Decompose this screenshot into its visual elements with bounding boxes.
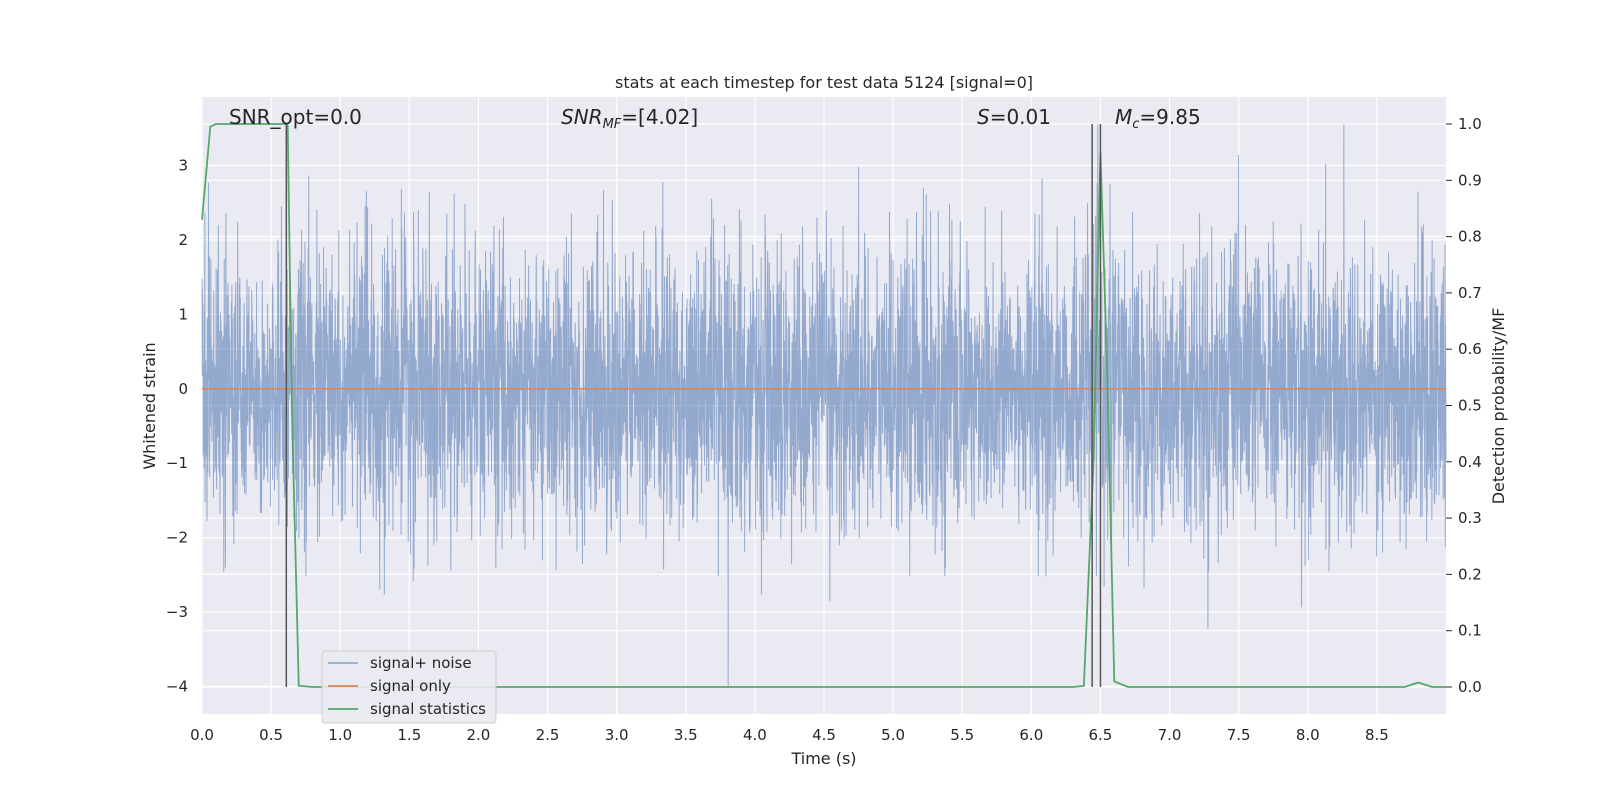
x-tick-label: 4.0 — [743, 726, 767, 744]
x-tick-label: 7.0 — [1158, 726, 1182, 744]
x-tick-label: 7.5 — [1227, 726, 1251, 744]
x-tick-label: 1.5 — [397, 726, 421, 744]
annotation-mc: Mc=9.85 — [1115, 105, 1201, 132]
x-axis-label: Time (s) — [790, 749, 856, 768]
line-series — [201, 123, 1446, 688]
y2-tick-label: 0.9 — [1458, 171, 1482, 189]
y-tick-label: 2 — [178, 231, 188, 249]
annotation-snr-opt: SNR_opt=0.0 — [229, 105, 362, 129]
y-tick-label: 0 — [178, 380, 188, 398]
y-tick-label: −4 — [166, 677, 188, 695]
y-tick-label: 1 — [178, 305, 188, 323]
x-tick-label: 6.0 — [1019, 726, 1043, 744]
y2-tick-label: 0.1 — [1458, 622, 1482, 640]
legend-label-signal-only: signal only — [370, 677, 451, 695]
y-tick-label: −1 — [166, 454, 188, 472]
annotation-snr-mf: SNRMF=[4.02] — [561, 105, 698, 132]
x-tick-label: 8.5 — [1365, 726, 1389, 744]
y-tick-label: 3 — [178, 156, 188, 174]
y-tick-label: −2 — [166, 529, 188, 547]
vertical-markers — [285, 124, 1102, 687]
y2-axis-label: Detection probability/MF — [1489, 308, 1508, 505]
x-tick-label: 5.0 — [881, 726, 905, 744]
legend-label-signal-noise: signal+ noise — [370, 654, 472, 672]
series-signal-noise — [201, 124, 1447, 687]
x-tick-label: 3.5 — [674, 726, 698, 744]
x-tick-label: 1.0 — [328, 726, 352, 744]
y2-tick-label: 0.4 — [1458, 453, 1482, 471]
y-axis-label: Whitened strain — [140, 342, 159, 469]
y2-tick-label: 0.3 — [1458, 509, 1482, 527]
y2-tick-label: 0.5 — [1458, 397, 1482, 415]
x-tick-label: 5.5 — [950, 726, 974, 744]
chart-title: stats at each timestep for test data 512… — [615, 73, 1033, 92]
y2-tick-label: 0.0 — [1458, 678, 1482, 696]
y-tick-label: −3 — [166, 603, 188, 621]
y2-tick-label: 0.6 — [1458, 340, 1482, 358]
x-tick-label: 0.5 — [259, 726, 283, 744]
y2-axis-ticks: 1.0 0.9 0.8 0.7 0.6 0.5 0.4 0.3 0.2 0.1 0.0 — [1446, 115, 1482, 696]
x-tick-label: 8.0 — [1296, 726, 1320, 744]
legend-box — [321, 650, 497, 724]
annotation-s: S=0.01 — [977, 105, 1051, 129]
y2-tick-label: 0.8 — [1458, 228, 1482, 246]
y2-tick-label: 0.2 — [1458, 565, 1482, 583]
x-tick-label: 0.0 — [190, 726, 214, 744]
x-tick-label: 3.0 — [605, 726, 629, 744]
y-axis-ticks: 3 2 1 0 −1 −2 −3 −4 — [166, 156, 188, 695]
y2-tick-label: 1.0 — [1458, 115, 1482, 133]
series-signal-statistics — [201, 123, 1446, 688]
y2-tick-label: 0.7 — [1458, 284, 1482, 302]
x-tick-label: 6.5 — [1089, 726, 1113, 744]
noise-series — [201, 124, 1447, 687]
x-tick-label: 2.0 — [467, 726, 491, 744]
x-axis-ticks: 0.0 0.5 1.0 1.5 2.0 2.5 3.0 3.5 4.0 4.5 5.0 5.5 6.0 6… — [190, 726, 1389, 744]
x-tick-label: 2.5 — [536, 726, 560, 744]
legend: signal+ noise signal only signal statist… — [321, 650, 497, 724]
x-tick-label: 4.5 — [812, 726, 836, 744]
legend-label-signal-statistics: signal statistics — [370, 700, 486, 718]
